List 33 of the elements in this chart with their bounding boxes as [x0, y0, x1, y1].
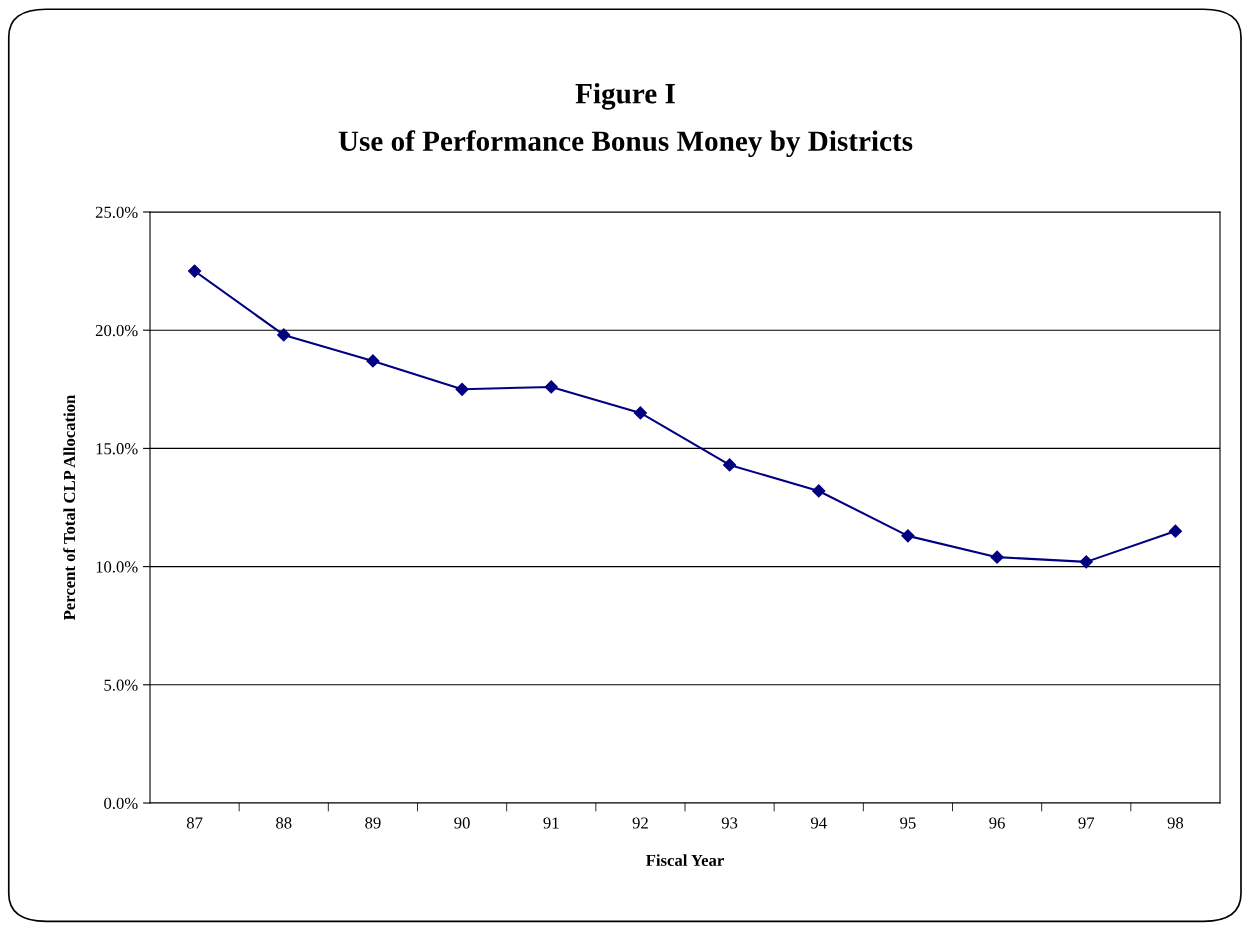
x-tick-label: 90 — [454, 817, 470, 829]
point — [812, 484, 826, 498]
y-tick-label: 20.0% — [95, 324, 138, 337]
y-tick-label: 15.0% — [96, 443, 138, 455]
x-tick-label: 88 — [276, 817, 292, 829]
chart-title: Figure I Use of Performance Bonus Money by Districts — [338, 82, 913, 158]
point — [901, 529, 915, 543]
y-tick-label: 10.0% — [96, 561, 138, 573]
point — [366, 354, 380, 368]
x-tick-label: 93 — [721, 817, 738, 829]
x-tick-label: 95 — [900, 817, 916, 829]
x-tick-label: 87 — [186, 817, 203, 829]
point — [990, 550, 1004, 564]
y-tick-label: 0.0% — [104, 797, 138, 810]
point — [1079, 555, 1093, 569]
x-axis-title: Fiscal Year — [646, 854, 724, 866]
y-tick-label: 25.0% — [95, 206, 138, 219]
x-tick-label: 98 — [1167, 817, 1184, 829]
point — [633, 406, 648, 420]
x-tick-label: 89 — [365, 817, 381, 829]
x-tick-label: 94 — [810, 817, 827, 829]
point — [277, 328, 291, 342]
point — [455, 382, 469, 396]
y-axis-title: Percent of Total CLP Allocation — [63, 394, 76, 621]
point — [1168, 524, 1183, 538]
point — [722, 458, 737, 472]
x-tick-label: 97 — [1078, 817, 1095, 829]
y-tick-label: 5.0% — [104, 679, 138, 691]
x-tick-label: 92 — [632, 817, 648, 829]
x-tick-label: 91 — [543, 817, 559, 829]
x-tick-label: 96 — [989, 817, 1005, 829]
point — [187, 264, 202, 278]
point — [544, 380, 558, 394]
